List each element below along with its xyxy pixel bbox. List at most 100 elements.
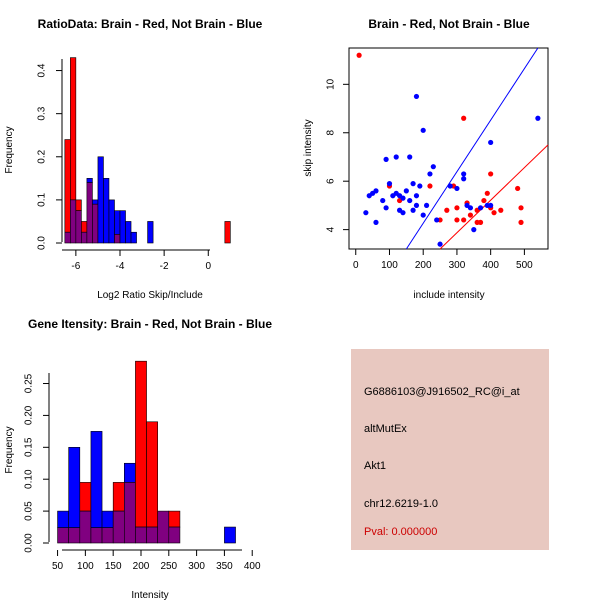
scatter-point-not-brain-18 — [410, 207, 416, 213]
scatter-point-not-brain-0 — [363, 210, 369, 216]
scatter-point-not-brain-24 — [420, 127, 426, 133]
scatter-point-brain-10 — [498, 207, 504, 213]
intensity-scatter: Brain - Red, Not Brain - Blue 0 100 200 300… — [303, 17, 549, 301]
scatter-point-not-brain-43 — [396, 193, 403, 199]
ratio-title: RatioData: Brain - Red, Not Brain - Blue — [38, 17, 263, 31]
gene-bar-overlap-10 — [168, 526, 181, 544]
ratio-bar-brain-29 — [224, 221, 231, 244]
scatter-point-not-brain-15 — [403, 188, 409, 194]
gene-bar-overlap-7 — [135, 526, 147, 544]
scatter-point-not-brain-23 — [420, 212, 426, 218]
gene-title: Gene Itensity: Brain - Red, Not Brain - … — [28, 317, 272, 331]
scatter-point-brain-9 — [491, 210, 497, 216]
scatter-xtick-label-1: 100 — [381, 260, 398, 271]
ratio-bar-not-brain-8 — [108, 199, 115, 244]
ratio-bar-not-brain-10 — [119, 210, 126, 244]
scatter-fit-line-1 — [439, 144, 549, 250]
gene-name: Akt1 — [364, 460, 387, 472]
scatter-ytick-label-0: 4 — [326, 226, 337, 232]
scatter-point-brain-6 — [481, 197, 487, 204]
scatter-point-brain-22 — [477, 219, 484, 225]
scatter-xtick-label-3: 300 — [449, 260, 466, 271]
scatter-point-not-brain-26 — [427, 171, 433, 177]
scatter-point-not-brain-30 — [447, 183, 453, 189]
scatter-point-not-brain-25 — [423, 202, 430, 209]
scatter-title: Brain - Red, Not Brain - Blue — [368, 17, 530, 31]
ratio-bar-not-brain-11 — [125, 221, 132, 244]
gene-ytick-label-2: 0.10 — [24, 469, 35, 489]
scatter-point-brain-1 — [461, 115, 467, 121]
scatter-points — [356, 52, 541, 247]
scatter-xlabel: include intensity — [413, 290, 484, 301]
p-value: Pval: 0.000000 — [364, 526, 438, 538]
scatter-point-not-brain-33 — [461, 171, 467, 177]
ratio-xtick-label-3: 0 — [205, 261, 211, 272]
scatter-point-not-brain-11 — [393, 154, 399, 160]
scatter-point-not-brain-17 — [407, 197, 413, 204]
gene-bar-overlap-3 — [90, 527, 103, 544]
gene-xlabel: Intensity — [131, 590, 168, 600]
ratio-xtick-label-2: -2 — [160, 261, 169, 272]
scatter-point-not-brain-4 — [373, 219, 379, 225]
ratio-bar-brain-2 — [75, 199, 82, 211]
ratio-ytick-label-0: 0.0 — [37, 236, 48, 250]
scatter-ytick-label-1: 6 — [326, 178, 337, 184]
ratio-bar-brain-3 — [81, 221, 88, 233]
scatter-xtick-label-4: 400 — [482, 260, 499, 271]
scatter-point-not-brain-39 — [488, 139, 494, 146]
scatter-ytick-label-3: 10 — [326, 78, 337, 90]
ratio-bar-overlap-5 — [92, 203, 99, 244]
scatter-point-not-brain-27 — [430, 164, 436, 170]
ratio-y-ticks: 0.0 0.1 0.2 0.3 0.4 — [37, 63, 62, 250]
ratio-xlabel: Log2 Ratio Skip/Include — [97, 290, 203, 301]
scatter-xtick-label-5: 500 — [516, 260, 533, 271]
scatter-point-not-brain-3 — [373, 188, 379, 194]
gene-bar-overlap-5 — [112, 510, 125, 544]
scatter-point-not-brain-21 — [413, 202, 420, 209]
ratio-bar-not-brain-4 — [86, 178, 93, 183]
gene-xtick-label-4: 250 — [160, 561, 177, 572]
ratio-bar-overlap-4 — [86, 182, 93, 244]
scatter-frame — [348, 47, 549, 250]
ratio-bar-not-brain-12 — [130, 231, 137, 244]
event-info-panel: G6886103@J916502_RC@i_at altMutEx Akt1 c… — [351, 349, 549, 550]
gene-ytick-label-3: 0.15 — [24, 437, 35, 457]
gene-bar-overlap-8 — [146, 526, 158, 544]
scatter-fit-lines — [405, 47, 549, 250]
gene-bar-brain-8 — [146, 421, 158, 528]
gene-x-ticks: 50 100 150 200 250 300 350 400 — [52, 550, 261, 572]
scatter-point-not-brain-5 — [380, 197, 386, 204]
gene-bar-not-brain-6 — [124, 462, 136, 483]
scatter-point-not-brain-40 — [488, 202, 494, 209]
gene-bar-brain-5 — [112, 482, 125, 512]
scatter-point-brain-4 — [461, 217, 467, 223]
gene-bar-brain-2 — [79, 482, 92, 512]
ratio-x-ticks: -6 -4 -2 0 — [71, 250, 211, 272]
scatter-point-not-brain-16 — [407, 154, 413, 160]
scatter-point-not-brain-7 — [383, 205, 389, 211]
gene-xtick-label-2: 150 — [105, 561, 122, 572]
gene-bar-overlap-0 — [57, 527, 69, 544]
gene-bar-not-brain-3 — [90, 431, 103, 528]
gene-ytick-label-1: 0.05 — [24, 501, 35, 521]
gene-xtick-label-7: 400 — [244, 561, 261, 572]
scatter-point-brain-11 — [515, 185, 521, 192]
scatter-point-not-brain-32 — [461, 176, 467, 182]
gene-ytick-label-5: 0.25 — [24, 373, 35, 393]
scatter-point-brain-3 — [454, 217, 460, 223]
scatter-point-brain-7 — [484, 190, 490, 196]
ratio-bar-not-brain-6 — [97, 156, 104, 244]
scatter-point-not-brain-19 — [410, 181, 416, 187]
scatter-point-not-brain-36 — [471, 227, 477, 233]
scatter-point-not-brain-28 — [434, 217, 440, 223]
scatter-point-not-brain-22 — [417, 183, 423, 189]
scatter-point-not-brain-35 — [467, 205, 474, 211]
gene-ytick-label-0: 0.00 — [24, 533, 35, 553]
scatter-fit-line-0 — [405, 47, 539, 250]
gene-y-ticks: 0.00 0.05 0.10 0.15 0.20 0.25 — [24, 373, 49, 553]
ratio-bars — [64, 57, 231, 244]
ratio-ylabel: Frequency — [4, 126, 15, 173]
scatter-point-brain-0 — [356, 52, 362, 58]
scatter-point-not-brain-29 — [437, 241, 443, 247]
ratio-bar-not-brain-9 — [114, 210, 121, 235]
